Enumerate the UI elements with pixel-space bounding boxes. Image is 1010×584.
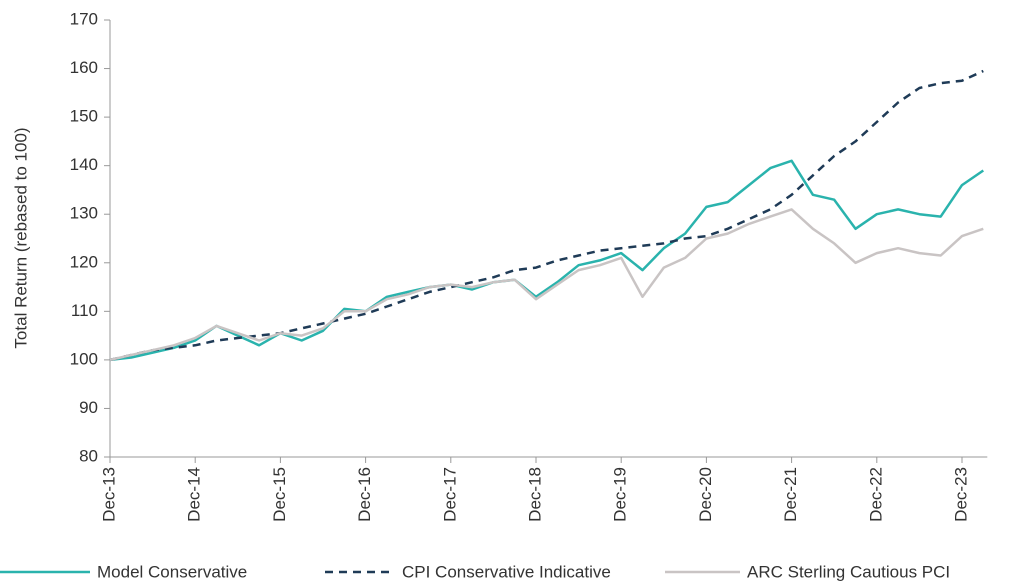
- y-tick-label: 140: [70, 155, 98, 174]
- x-tick-label: Dec-17: [440, 467, 459, 522]
- y-tick-label: 170: [70, 9, 98, 28]
- y-tick-label: 100: [70, 349, 98, 368]
- x-tick-label: Dec-21: [781, 467, 800, 522]
- x-tick-label: Dec-19: [611, 467, 630, 522]
- x-tick-label: Dec-22: [866, 467, 885, 522]
- x-tick-label: Dec-13: [99, 467, 118, 522]
- y-tick-label: 90: [79, 398, 98, 417]
- x-tick-label: Dec-16: [355, 467, 374, 522]
- y-axis-label: Total Return (rebased to 100): [11, 127, 30, 348]
- x-tick-label: Dec-20: [696, 467, 715, 522]
- y-tick-label: 120: [70, 252, 98, 271]
- legend-label: Model Conservative: [97, 562, 247, 581]
- series-line: [109, 208, 984, 362]
- x-tick-label: Dec-15: [270, 467, 289, 522]
- legend-label: CPI Conservative Indicative: [402, 562, 611, 581]
- x-tick-label: Dec-23: [951, 467, 970, 522]
- y-tick-label: 150: [70, 107, 98, 126]
- y-tick-label: 130: [70, 204, 98, 223]
- series-line: [109, 69, 984, 362]
- x-tick-label: Dec-14: [185, 467, 204, 522]
- legend-label: ARC Sterling Cautious PCI: [747, 562, 950, 581]
- y-tick-label: 80: [79, 446, 98, 465]
- x-tick-label: Dec-18: [525, 467, 544, 522]
- y-tick-label: 160: [70, 58, 98, 77]
- y-tick-label: 110: [71, 301, 98, 320]
- series-line: [109, 159, 985, 362]
